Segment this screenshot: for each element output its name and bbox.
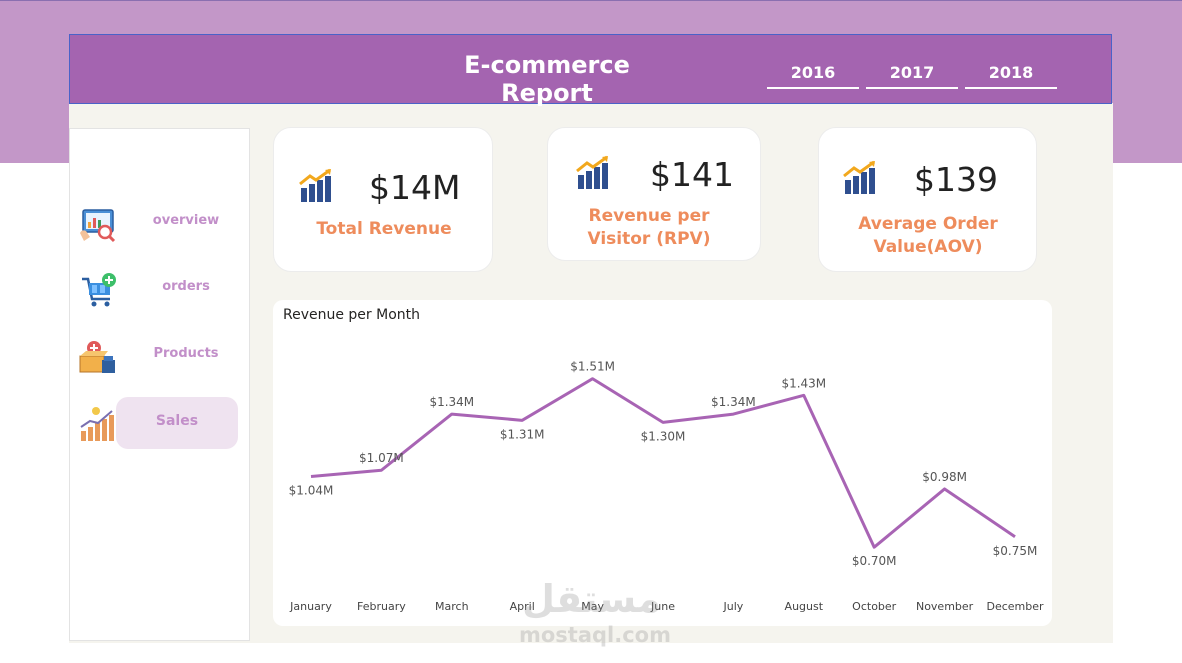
- kpi-value: $141: [650, 155, 734, 194]
- data-label: $1.31M: [500, 427, 545, 441]
- report-header: E-commerce Report 2016 2017 2018: [69, 34, 1112, 107]
- data-label: $1.04M: [289, 483, 334, 497]
- data-label: $1.07M: [359, 451, 404, 465]
- kpi-card-rpv: $141 Revenue per Visitor (RPV): [547, 127, 761, 261]
- x-tick-label: June: [650, 600, 675, 613]
- x-tick-label: August: [785, 600, 824, 613]
- sidebar-item-sales[interactable]: Sales: [78, 397, 248, 449]
- x-tick-label: November: [916, 600, 974, 613]
- x-tick-label: February: [357, 600, 406, 613]
- report-title: E-commerce Report: [464, 51, 630, 107]
- data-label: $1.34M: [711, 395, 756, 409]
- chart-title: Revenue per Month: [283, 307, 421, 323]
- sidebar-item-label: Products: [153, 346, 219, 361]
- year-filter-2018[interactable]: 2018: [965, 63, 1057, 89]
- data-label: $1.30M: [641, 429, 686, 443]
- kpi-card-total-revenue: $14M Total Revenue: [273, 127, 493, 272]
- series-line: [310, 377, 1016, 549]
- watermark-latin-text: mostaql.com: [519, 623, 671, 647]
- product-boxes-icon: [79, 341, 115, 373]
- watermark: مستقل mostaql.com: [519, 577, 671, 649]
- sidebar-nav: overview orders: [69, 128, 250, 641]
- x-tick-label: May: [581, 600, 604, 613]
- watermark-arabic-text: مستقل: [522, 577, 661, 621]
- dashboard-icon: [80, 209, 116, 243]
- bar-growth-icon: [843, 160, 875, 194]
- kpi-value: $139: [914, 160, 998, 199]
- sidebar-item-label: Sales: [155, 413, 199, 429]
- x-tick-label: October: [852, 600, 896, 613]
- data-label: $1.43M: [781, 376, 826, 390]
- x-tick-label: January: [289, 600, 332, 613]
- kpi-card-aov: $139 Average Order Value(AOV): [818, 127, 1037, 272]
- x-tick-label: April: [510, 600, 535, 613]
- shopping-cart-icon: [82, 273, 116, 307]
- bar-growth-icon: [299, 168, 331, 202]
- x-tick-label: March: [435, 600, 469, 613]
- sidebar-item-label: overview: [152, 213, 220, 228]
- sidebar-item-overview[interactable]: overview: [78, 197, 248, 249]
- kpi-value: $14M: [369, 168, 461, 207]
- data-label: $1.51M: [570, 360, 615, 374]
- kpi-label: Average Order Value(AOV): [858, 214, 998, 257]
- kpi-label: Revenue per Visitor (RPV): [587, 206, 711, 249]
- sidebar-item-label: orders: [162, 279, 210, 294]
- sidebar-item-products[interactable]: Products: [78, 330, 248, 382]
- x-tick-label: December: [986, 600, 1044, 613]
- revenue-chart-card: Revenue per Month $1.04M January $1.07M Feb…: [273, 300, 1052, 626]
- sidebar-item-orders[interactable]: orders: [78, 263, 248, 315]
- year-filter-2016[interactable]: 2016: [767, 63, 859, 89]
- bar-growth-icon: [576, 155, 608, 189]
- sales-growth-icon: [80, 407, 114, 441]
- active-highlight: [116, 397, 238, 449]
- kpi-label: Total Revenue: [316, 219, 452, 239]
- data-label: $0.75M: [993, 544, 1038, 558]
- data-label: $1.34M: [429, 395, 474, 409]
- year-filter-2017[interactable]: 2017: [866, 63, 958, 89]
- x-tick-label: July: [723, 600, 744, 613]
- data-label: $0.98M: [922, 470, 967, 484]
- revenue-line-chart: $1.04M January $1.07M February $1.34M March $1…: [289, 360, 1044, 613]
- data-label: $0.70M: [852, 554, 897, 568]
